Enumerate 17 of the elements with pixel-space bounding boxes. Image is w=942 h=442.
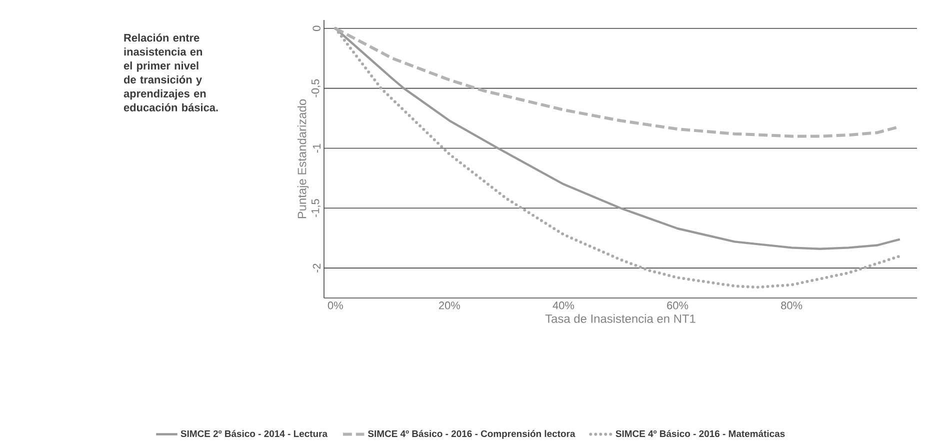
legend-label: SIMCE 4º Básico - 2016 - Matemáticas [616,430,785,438]
x-tick-label: 60% [667,302,688,310]
legend-label: SIMCE 4º Básico - 2016 - Comprensión lectora [368,430,576,439]
line-series [334,26,902,289]
y-tick-label: -0,5 [311,79,320,98]
x-tick-label: 20% [439,302,460,310]
y-tick-label: -1 [312,144,320,153]
x-axis-title: Tasa de Inasistencia en NT1 [545,314,696,323]
text: Relación entre inasistencia en el primer nivel de transición y aprendizajes en educación básica. [124,34,218,112]
y-axis-title: Puntaje Estandarizado [297,99,309,218]
y-tick-label: -2 [312,264,320,272]
y-tick-label: -1,5 [312,199,320,218]
x-tick-label: 80% [781,302,802,310]
legend-label: SIMCE 2º Básico - 2014 - Lectura [180,430,328,438]
y-tick-label: 0 [312,26,320,32]
x-tick-label: 40% [552,302,574,310]
x-tick-label: 0% [328,302,343,310]
